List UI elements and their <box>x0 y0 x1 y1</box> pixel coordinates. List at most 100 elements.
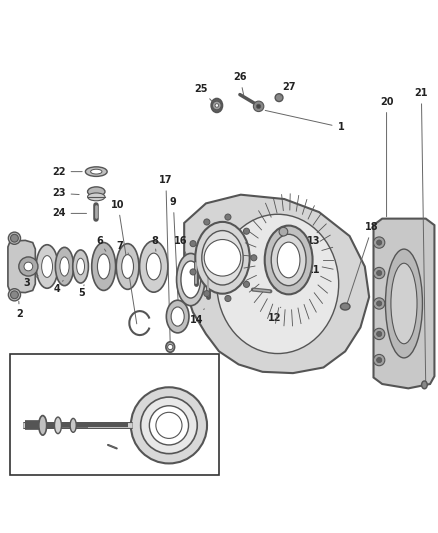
Text: 5: 5 <box>78 285 85 298</box>
Text: 10: 10 <box>111 200 137 324</box>
Ellipse shape <box>39 416 47 435</box>
Ellipse shape <box>265 225 313 294</box>
Polygon shape <box>184 195 369 373</box>
Circle shape <box>204 290 210 297</box>
Circle shape <box>11 235 18 242</box>
Polygon shape <box>8 240 35 293</box>
Circle shape <box>279 228 288 236</box>
Circle shape <box>251 255 257 261</box>
Circle shape <box>377 358 382 362</box>
Text: 13: 13 <box>274 236 321 288</box>
Ellipse shape <box>391 263 417 344</box>
Circle shape <box>11 291 18 298</box>
Ellipse shape <box>140 241 168 292</box>
Text: 17: 17 <box>159 175 173 343</box>
Text: 11: 11 <box>300 263 321 275</box>
Text: 15: 15 <box>211 226 235 288</box>
Text: 27: 27 <box>281 82 295 96</box>
Circle shape <box>19 257 38 276</box>
Circle shape <box>377 301 382 306</box>
Text: 9: 9 <box>170 197 179 317</box>
Ellipse shape <box>97 254 110 279</box>
Circle shape <box>225 295 231 302</box>
Ellipse shape <box>217 214 339 353</box>
Circle shape <box>377 332 382 336</box>
Ellipse shape <box>385 249 423 358</box>
Circle shape <box>377 270 382 276</box>
Ellipse shape <box>177 254 205 305</box>
Text: 4: 4 <box>54 280 63 294</box>
Polygon shape <box>374 219 434 389</box>
Ellipse shape <box>277 242 300 278</box>
Text: 8: 8 <box>151 236 158 251</box>
Circle shape <box>225 214 231 220</box>
Text: 22: 22 <box>52 167 82 176</box>
Text: 14: 14 <box>190 309 204 325</box>
Ellipse shape <box>73 250 88 283</box>
Ellipse shape <box>275 94 283 102</box>
Circle shape <box>190 269 196 275</box>
Ellipse shape <box>195 222 250 294</box>
Circle shape <box>256 104 261 109</box>
Bar <box>10 353 219 475</box>
Ellipse shape <box>211 99 223 112</box>
Ellipse shape <box>70 418 76 432</box>
Ellipse shape <box>146 253 161 280</box>
Ellipse shape <box>116 244 139 289</box>
Text: 2: 2 <box>16 301 23 319</box>
Circle shape <box>190 240 196 247</box>
Circle shape <box>204 239 241 276</box>
Circle shape <box>377 240 382 245</box>
Circle shape <box>244 228 250 235</box>
Circle shape <box>374 354 385 366</box>
Ellipse shape <box>202 231 243 285</box>
Circle shape <box>244 281 250 287</box>
Ellipse shape <box>85 167 107 176</box>
Circle shape <box>215 104 219 107</box>
Circle shape <box>204 219 210 225</box>
Ellipse shape <box>149 406 188 445</box>
Circle shape <box>374 298 385 309</box>
Text: 21: 21 <box>415 88 428 382</box>
Text: 24: 24 <box>52 208 87 219</box>
Ellipse shape <box>55 247 74 286</box>
Text: 16: 16 <box>174 236 194 273</box>
Circle shape <box>168 344 173 350</box>
Circle shape <box>374 268 385 279</box>
Ellipse shape <box>271 235 306 286</box>
Ellipse shape <box>8 289 21 301</box>
Ellipse shape <box>8 232 21 244</box>
Ellipse shape <box>92 243 116 290</box>
Ellipse shape <box>340 303 350 310</box>
Circle shape <box>253 101 264 111</box>
Text: 12: 12 <box>268 307 282 323</box>
Ellipse shape <box>60 257 69 276</box>
Text: 3: 3 <box>23 276 38 288</box>
Ellipse shape <box>422 381 427 389</box>
Ellipse shape <box>166 342 175 352</box>
Ellipse shape <box>42 256 53 277</box>
Text: 1: 1 <box>265 110 344 132</box>
Ellipse shape <box>131 387 207 463</box>
Text: 26: 26 <box>233 72 247 95</box>
Text: 7: 7 <box>117 240 128 254</box>
Ellipse shape <box>54 417 61 434</box>
Ellipse shape <box>166 300 189 333</box>
Text: 25: 25 <box>194 84 212 101</box>
Text: 20: 20 <box>380 97 393 217</box>
Ellipse shape <box>91 169 102 174</box>
Circle shape <box>374 237 385 248</box>
Ellipse shape <box>122 255 134 278</box>
Ellipse shape <box>88 187 105 197</box>
Text: 18: 18 <box>347 222 379 304</box>
Text: 23: 23 <box>52 188 79 198</box>
Circle shape <box>24 262 33 271</box>
Ellipse shape <box>181 261 201 298</box>
Ellipse shape <box>77 258 85 275</box>
Ellipse shape <box>88 193 105 201</box>
Ellipse shape <box>36 245 58 288</box>
Ellipse shape <box>171 307 184 326</box>
Ellipse shape <box>141 397 197 454</box>
Text: 6: 6 <box>96 236 106 251</box>
Circle shape <box>212 101 221 110</box>
